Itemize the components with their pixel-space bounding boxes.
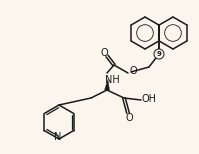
Text: O: O [100,48,108,58]
Text: OH: OH [141,94,156,104]
Text: 9: 9 [157,51,161,57]
Text: NH: NH [105,75,119,85]
Polygon shape [104,79,109,90]
Circle shape [154,49,164,59]
Text: O: O [125,113,133,123]
Text: N: N [54,132,62,142]
Text: O: O [129,66,137,76]
